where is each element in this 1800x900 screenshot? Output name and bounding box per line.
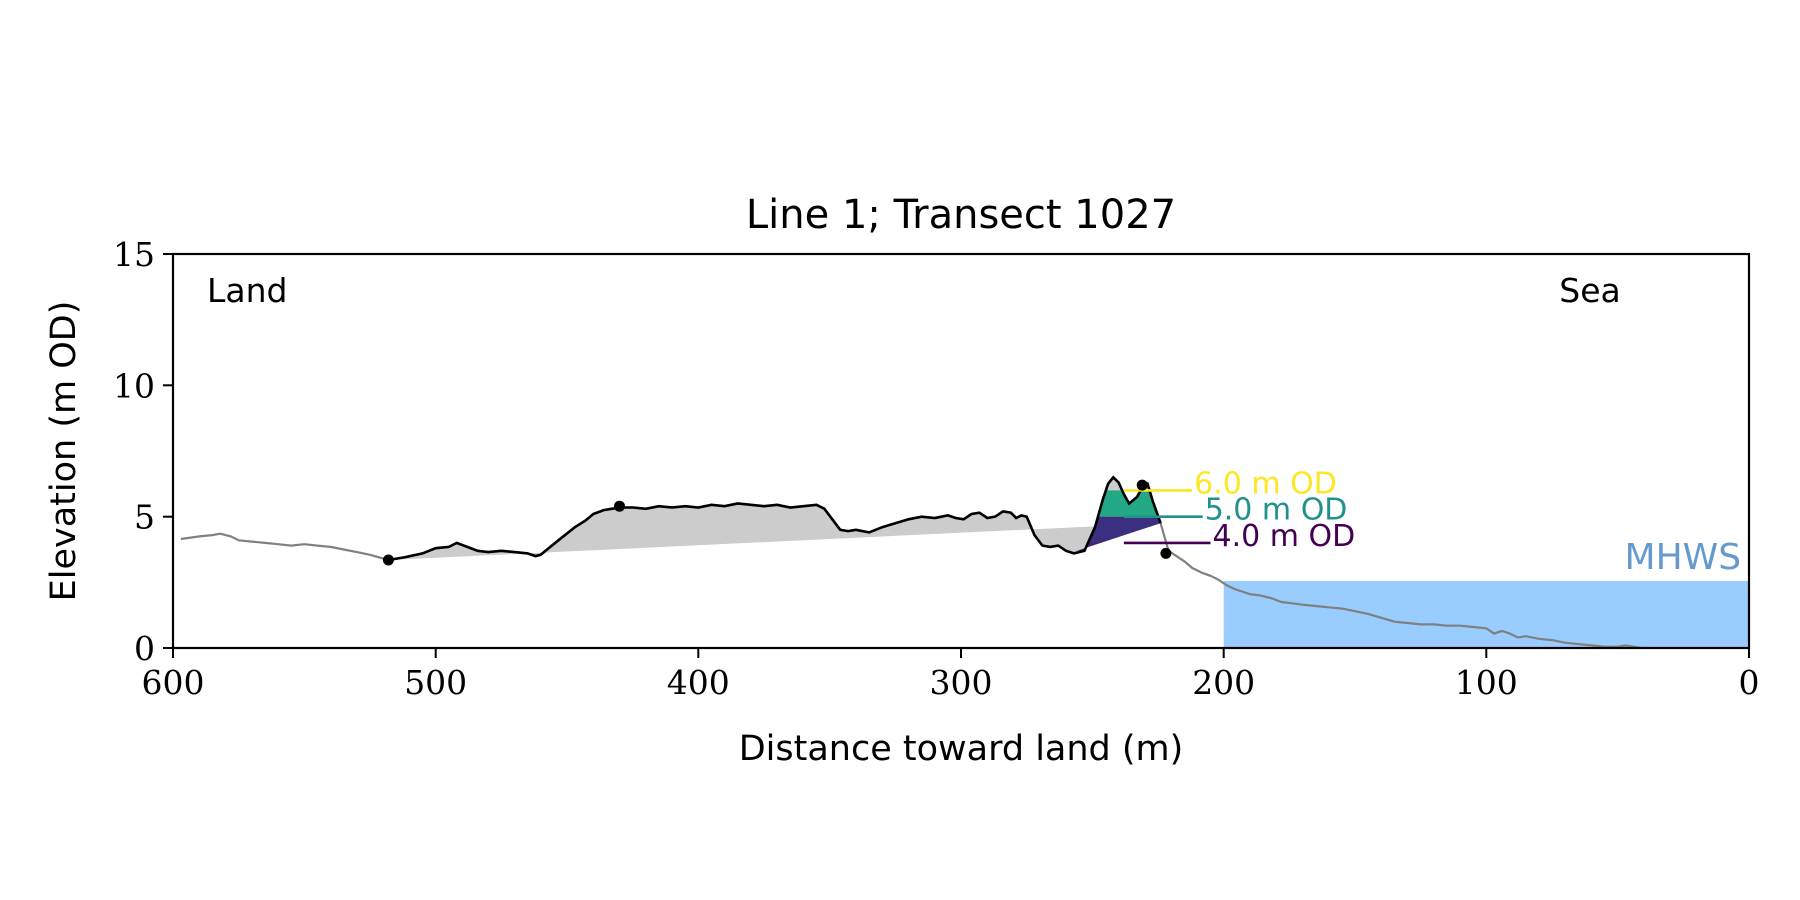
profile-fill-area	[388, 477, 1161, 560]
plot-area	[180, 475, 1749, 648]
breakpoints	[382, 479, 1172, 566]
sea-label: Sea	[1559, 271, 1620, 310]
y-tick-label-2: 10	[113, 366, 155, 405]
level-lines	[1123, 489, 1211, 545]
level-label-2: 4.0 m OD	[1213, 519, 1356, 554]
y-tick-label-0: 0	[134, 629, 155, 668]
profile-line-segment	[388, 475, 1162, 562]
y-tick-label-1: 5	[134, 498, 155, 537]
land-label: Land	[207, 271, 287, 310]
x-tick-label-1: 500	[404, 663, 467, 702]
y-axis: 0 5 10 15	[113, 235, 173, 668]
breakpoint-2	[1136, 479, 1148, 491]
y-axis-label: Elevation (m OD)	[44, 301, 84, 602]
x-tick-label-5: 100	[1455, 663, 1518, 702]
x-tick-label-3: 300	[930, 663, 993, 702]
level-label-0: 6.0 m OD	[1194, 466, 1337, 501]
breakpoint-3	[1160, 547, 1172, 559]
breakpoint-1	[614, 500, 625, 512]
x-axis-label: Distance toward land (m)	[739, 729, 1184, 769]
x-axis: 600 500 400 300 200 100 0	[142, 648, 1760, 702]
breakpoint-0	[382, 554, 394, 566]
level-label-1: 5.0 m OD	[1205, 493, 1348, 528]
y-tick-label-3: 15	[113, 235, 155, 274]
elevation-band-0	[1060, 490, 1161, 517]
level-labels: 6.0 m OD5.0 m OD4.0 m OD	[1194, 466, 1355, 554]
profile-line-outer	[180, 475, 1656, 648]
chart-title: Line 1; Transect 1027	[746, 192, 1176, 238]
x-tick-label-0: 600	[142, 663, 205, 702]
x-tick-label-4: 200	[1192, 663, 1255, 702]
x-tick-label-6: 0	[1739, 663, 1760, 702]
x-tick-label-2: 400	[667, 663, 730, 702]
mhws-water-area	[1223, 581, 1749, 648]
mhws-label: MHWS	[1625, 537, 1742, 578]
